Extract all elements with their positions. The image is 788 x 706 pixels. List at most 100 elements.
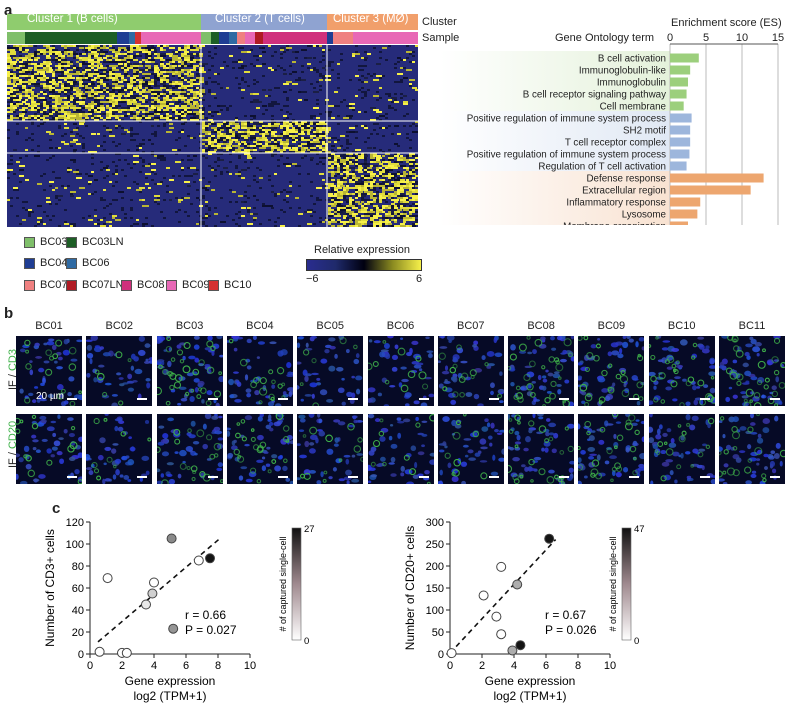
if-sample-label-bc06: BC06 — [386, 320, 415, 332]
y-tick-label: 200 — [426, 561, 444, 573]
stat-r: r = 0.67 — [545, 608, 586, 622]
legend-swatch — [66, 279, 77, 291]
x-tick-label: 4 — [511, 660, 517, 672]
go-group-background — [440, 111, 670, 172]
legend-label: BC10 — [224, 279, 252, 291]
cluster-1-label: Cluster 1 (B cells) — [27, 13, 118, 25]
go-bar — [670, 209, 698, 219]
data-point — [496, 629, 507, 640]
scale-bar — [137, 398, 148, 400]
data-point — [512, 579, 523, 590]
stat-p: P = 0.027 — [185, 623, 237, 637]
y-tick-label: 40 — [72, 605, 84, 617]
go-bar — [670, 221, 688, 225]
go-bar — [670, 77, 688, 87]
y-tick-label: 250 — [426, 539, 444, 551]
x-axis-label: Gene expression — [485, 674, 576, 688]
if-sample-label-bc03: BC03 — [175, 320, 204, 332]
data-point — [94, 646, 105, 657]
colorbar-min: 0 — [634, 636, 639, 647]
data-point — [507, 645, 518, 656]
legend-swatch — [66, 236, 77, 248]
if-sample-label-bc04: BC04 — [246, 320, 274, 332]
go-tick-label: 15 — [772, 32, 784, 44]
scale-bar — [348, 398, 359, 400]
if-image-cd20-bc01 — [16, 414, 82, 484]
if-image-cd3-bc11 — [719, 336, 785, 406]
if-image-cd3-bc03 — [156, 336, 223, 406]
scale-bar — [699, 398, 710, 400]
if-image-cd20-bc08 — [508, 414, 575, 484]
go-bar — [670, 137, 691, 147]
if-image-cd3-bc04 — [226, 336, 293, 406]
y-tick-label: 80 — [72, 561, 84, 573]
go-term-label: Immunoglobulin — [597, 78, 666, 89]
go-term-header: Gene Ontology term — [555, 32, 655, 44]
colorbar-max: 47 — [634, 524, 645, 535]
stat-r: r = 0.66 — [185, 608, 226, 622]
scale-bar — [67, 476, 77, 478]
x-axis-label-units: log2 (TPM+1) — [133, 689, 206, 703]
cluster-2-label: Cluster 2 (T cells) — [215, 13, 305, 25]
sample-legend-bc08: BC08 — [121, 279, 165, 291]
go-term-label: SH2 motif — [623, 126, 666, 137]
if-image-cd20-bc05 — [297, 414, 364, 484]
panel-b-label: b — [4, 305, 14, 322]
colorbar-max: 6 — [416, 273, 423, 285]
go-bar — [670, 185, 751, 195]
go-term-label: Membrane organization — [563, 222, 666, 226]
y-tick-label: 300 — [426, 517, 444, 529]
scale-bar — [559, 398, 570, 400]
y-tick-label: 20 — [72, 627, 84, 639]
colorbar-gradient — [621, 527, 632, 641]
go-term-label: Extracellular region — [582, 186, 666, 197]
data-point — [544, 533, 555, 544]
go-bar — [670, 101, 684, 111]
scale-bar — [559, 476, 570, 478]
cluster-bar: Cluster 1 (B cells) Cluster 2 (T cells) … — [7, 13, 418, 30]
data-point — [205, 553, 215, 564]
go-term-label: Defense response — [586, 174, 666, 185]
if-image-cd20-bc02 — [86, 414, 153, 484]
cluster-1-band — [7, 14, 201, 30]
y-tick-label: 150 — [426, 583, 444, 595]
scale-bar — [699, 476, 710, 478]
data-point — [168, 623, 179, 634]
scale-bar — [629, 476, 640, 478]
if-sample-label-bc09: BC09 — [597, 320, 626, 332]
if-sample-label-bc05: BC05 — [316, 320, 344, 332]
scale-bar — [488, 398, 499, 400]
if-cd20-row-label: IF / CD20 — [7, 420, 19, 468]
data-point — [141, 599, 151, 610]
y-tick-label: 100 — [426, 605, 444, 617]
colorbar-title: # of captured single-cell — [278, 536, 288, 631]
stat-p: P = 0.026 — [545, 623, 597, 637]
legend-label: BC07 — [40, 279, 68, 291]
go-term-label: Cell membrane — [600, 102, 667, 113]
go-term-label: Immunoglobulin-like — [579, 66, 667, 77]
x-tick-label: 10 — [604, 660, 616, 672]
legend-swatch — [121, 279, 132, 291]
x-tick-label: 8 — [215, 660, 221, 672]
colorbar-gradient — [306, 259, 422, 271]
x-tick-label: 6 — [183, 660, 189, 672]
go-group-background — [440, 51, 670, 112]
if-image-cd20-bc09 — [578, 414, 645, 484]
y-tick-label: 0 — [438, 649, 444, 661]
legend-label: BC03 — [40, 236, 68, 248]
expression-heatmap — [7, 45, 418, 227]
if-image-cd20-bc10 — [648, 414, 715, 484]
legend-label: BC03LN — [82, 236, 124, 248]
sample-row-label: Sample — [422, 32, 460, 44]
colorbar-min: −6 — [306, 273, 319, 285]
scale-bar — [348, 476, 359, 478]
data-point — [193, 555, 204, 566]
scale-bar — [137, 476, 148, 478]
y-tick-label: 0 — [78, 649, 84, 661]
go-bar — [670, 161, 687, 171]
sample-legend-bc03ln: BC03LN — [66, 236, 124, 248]
data-point — [478, 590, 489, 601]
if-image-cd20-bc11 — [719, 414, 785, 484]
scale-bar — [207, 476, 218, 478]
if-image-cd20-bc07 — [437, 414, 504, 484]
